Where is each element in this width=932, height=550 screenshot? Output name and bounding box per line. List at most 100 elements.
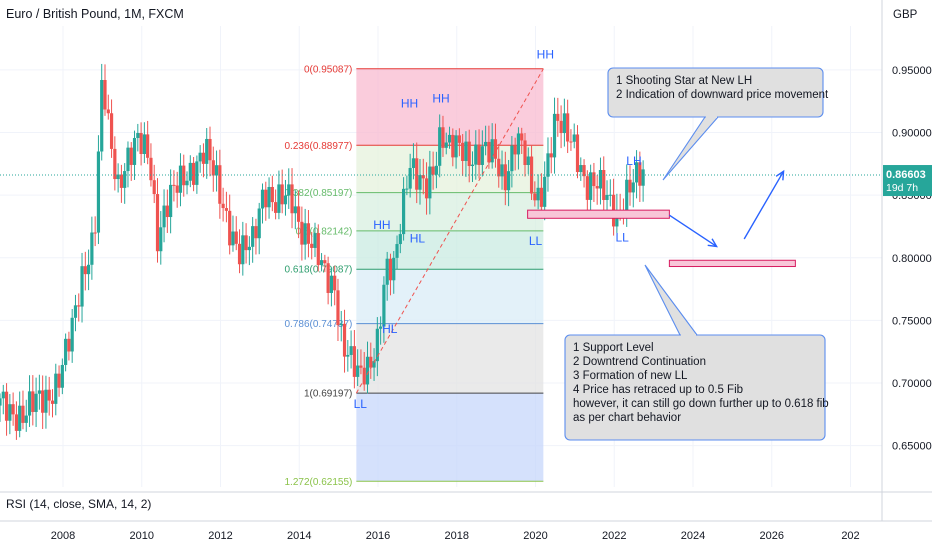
candle-body bbox=[136, 133, 140, 138]
candle-body bbox=[401, 188, 406, 235]
candle-body bbox=[100, 80, 104, 152]
pattern-label: HL bbox=[410, 232, 426, 246]
candlestick-series bbox=[0, 63, 645, 440]
candle-body bbox=[244, 235, 248, 251]
candle-body bbox=[379, 326, 383, 329]
candle-body bbox=[592, 172, 596, 187]
candle-body bbox=[96, 151, 101, 233]
callout-text-line: 3 Formation of new LL bbox=[573, 370, 688, 382]
callout-text-line: 2 Downtrend Continuation bbox=[573, 356, 706, 368]
candle-body bbox=[415, 158, 419, 190]
candle-body bbox=[323, 260, 327, 264]
fib-level-label: 1.272(0.62155) bbox=[285, 477, 353, 488]
annotation-callout[interactable]: 1 Support Level 2 Downtrend Continuation 3… bbox=[564, 264, 829, 441]
x-tick-label: 2012 bbox=[208, 530, 232, 542]
candle-body bbox=[80, 266, 84, 307]
candle-body bbox=[424, 178, 429, 199]
candle-body bbox=[585, 176, 589, 200]
pattern-label: HL bbox=[382, 322, 398, 336]
annotation-callout[interactable]: 1 Shooting Star at New LH 2 Indication of… bbox=[607, 67, 829, 181]
candle-body bbox=[251, 226, 255, 247]
candle-body bbox=[464, 141, 468, 161]
candle-body bbox=[31, 391, 35, 412]
candle-body bbox=[310, 243, 314, 248]
candle-body bbox=[228, 210, 232, 246]
candle-body bbox=[8, 404, 12, 421]
candle-body bbox=[595, 186, 599, 189]
candle-body bbox=[264, 189, 268, 208]
candle-body bbox=[241, 235, 245, 265]
callout-text-line: 2 Indication of downward price movement bbox=[616, 89, 829, 101]
candle-body bbox=[116, 174, 120, 180]
candle-body bbox=[362, 367, 366, 385]
support-zone[interactable] bbox=[527, 209, 670, 219]
last-price-value: 0.86603 bbox=[886, 169, 926, 181]
pattern-label: LL bbox=[615, 230, 629, 244]
pattern-label: HH bbox=[432, 91, 449, 105]
candle-body bbox=[109, 113, 114, 149]
candle-body bbox=[70, 317, 74, 352]
callout-text-line: 1 Shooting Star at New LH bbox=[616, 75, 752, 87]
candle-body bbox=[205, 138, 209, 164]
candle-body bbox=[1, 391, 5, 399]
candle-body bbox=[352, 346, 356, 377]
drawing-overlay[interactable]: HH HH HH HH HL HL LL LL LH LL 1 Shooting Star at N… bbox=[0, 48, 882, 441]
y-tick-label: 0.65000 bbox=[892, 441, 932, 453]
projection-line[interactable] bbox=[743, 170, 785, 240]
candle-body bbox=[503, 164, 507, 191]
candle-body bbox=[428, 166, 432, 199]
candle-body bbox=[287, 184, 291, 196]
candle-body bbox=[336, 290, 340, 326]
candle-body bbox=[447, 134, 452, 143]
x-tick-label: 2014 bbox=[287, 530, 311, 542]
candle-body bbox=[274, 202, 278, 213]
candle-body bbox=[54, 373, 58, 404]
candle-body bbox=[329, 275, 334, 293]
fibonacci-retracement[interactable]: 0(0.95087) 0.236(0.88977) 0.382(0.85197) 0.… bbox=[285, 64, 544, 488]
rsi-indicator-label[interactable]: RSI (14, close, SMA, 14, 2) bbox=[6, 497, 151, 511]
candle-body bbox=[572, 134, 576, 142]
candle-body bbox=[231, 231, 235, 246]
projection-line[interactable] bbox=[668, 214, 718, 248]
candle-body bbox=[214, 165, 219, 176]
candle-body bbox=[162, 205, 166, 228]
candle-body bbox=[346, 354, 350, 357]
y-tick-label: 0.90000 bbox=[892, 127, 932, 139]
trend-line[interactable] bbox=[355, 68, 544, 394]
candle-body bbox=[562, 113, 566, 134]
candle-body bbox=[634, 162, 639, 183]
candle-body bbox=[490, 139, 494, 163]
candle-body bbox=[211, 160, 215, 176]
candle-body bbox=[159, 227, 163, 252]
candle-body bbox=[188, 162, 192, 181]
candle-body bbox=[444, 142, 448, 148]
pattern-label: LL bbox=[354, 397, 368, 411]
candle-body bbox=[575, 134, 580, 173]
candle-body bbox=[283, 195, 288, 205]
candle-body bbox=[139, 133, 143, 154]
candle-body bbox=[602, 170, 606, 200]
support-zone[interactable] bbox=[668, 259, 796, 268]
candle-body bbox=[208, 138, 212, 161]
candle-body bbox=[506, 171, 511, 191]
x-tick-label: 2026 bbox=[760, 530, 784, 542]
candle-body bbox=[64, 338, 68, 365]
candle-body bbox=[349, 346, 353, 355]
candle-body bbox=[306, 223, 311, 244]
callout-text-line: as per chart behavior bbox=[573, 412, 681, 424]
candle-body bbox=[300, 221, 304, 245]
candle-body bbox=[132, 137, 137, 165]
candle-body bbox=[37, 390, 41, 394]
candle-body bbox=[254, 226, 258, 239]
x-tick-label: 2024 bbox=[681, 530, 705, 542]
candle-body bbox=[539, 187, 544, 207]
x-tick-label: 2008 bbox=[51, 530, 75, 542]
callout-text-line: however, it can still go down further up… bbox=[573, 398, 829, 410]
pattern-label: LL bbox=[529, 234, 543, 248]
pattern-label: HH bbox=[401, 96, 418, 110]
pattern-label: HH bbox=[537, 48, 554, 62]
candle-body bbox=[385, 258, 389, 285]
candle-body bbox=[316, 233, 320, 266]
